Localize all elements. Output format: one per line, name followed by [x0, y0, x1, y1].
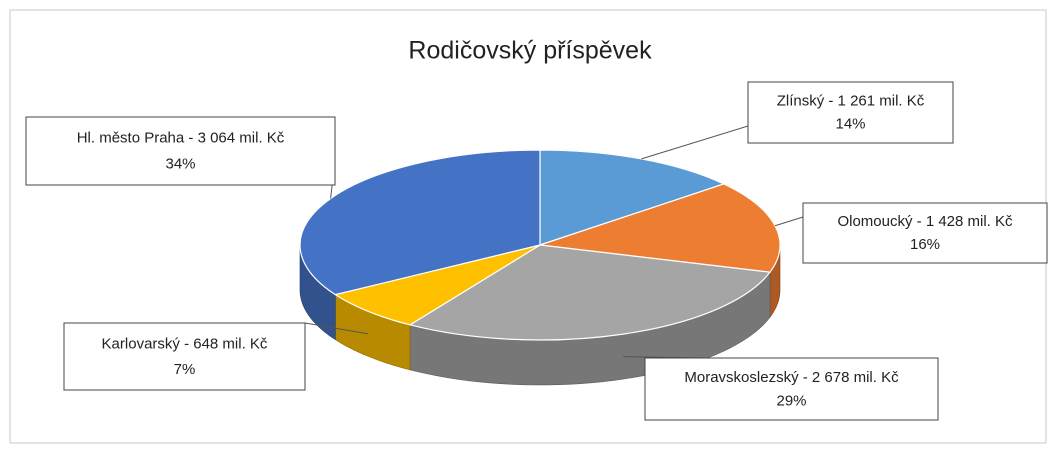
slice [539, 149, 726, 246]
label-box [802, 202, 1048, 264]
data-label: Zlínský - 1 261 mil. Kč [777, 92, 925, 109]
slice [333, 244, 541, 326]
data-label: Olomoucký - 1 428 mil. Kč [837, 213, 1013, 230]
data-label-percent: 34% [165, 156, 195, 173]
label-box [25, 116, 336, 186]
label-box [747, 81, 954, 144]
label-box [63, 322, 306, 391]
data-label: Karlovarský - 648 mil. Kč [102, 335, 268, 352]
label-box [644, 357, 939, 421]
chart-title: Rodičovský příspěvek [408, 37, 652, 65]
data-label-percent: 14% [835, 116, 865, 133]
leader-line [641, 125, 749, 160]
leader-line [774, 216, 804, 227]
leader-line [304, 322, 369, 335]
data-label-percent: 7% [174, 361, 196, 378]
slice [539, 183, 781, 273]
data-label: Hl. město Praha - 3 064 mil. Kč [77, 130, 285, 147]
data-label-percent: 29% [776, 392, 806, 409]
data-label-percent: 16% [910, 236, 940, 253]
data-label: Moravskoslezský - 2 678 mil. Kč [684, 369, 899, 386]
slice [408, 244, 772, 341]
